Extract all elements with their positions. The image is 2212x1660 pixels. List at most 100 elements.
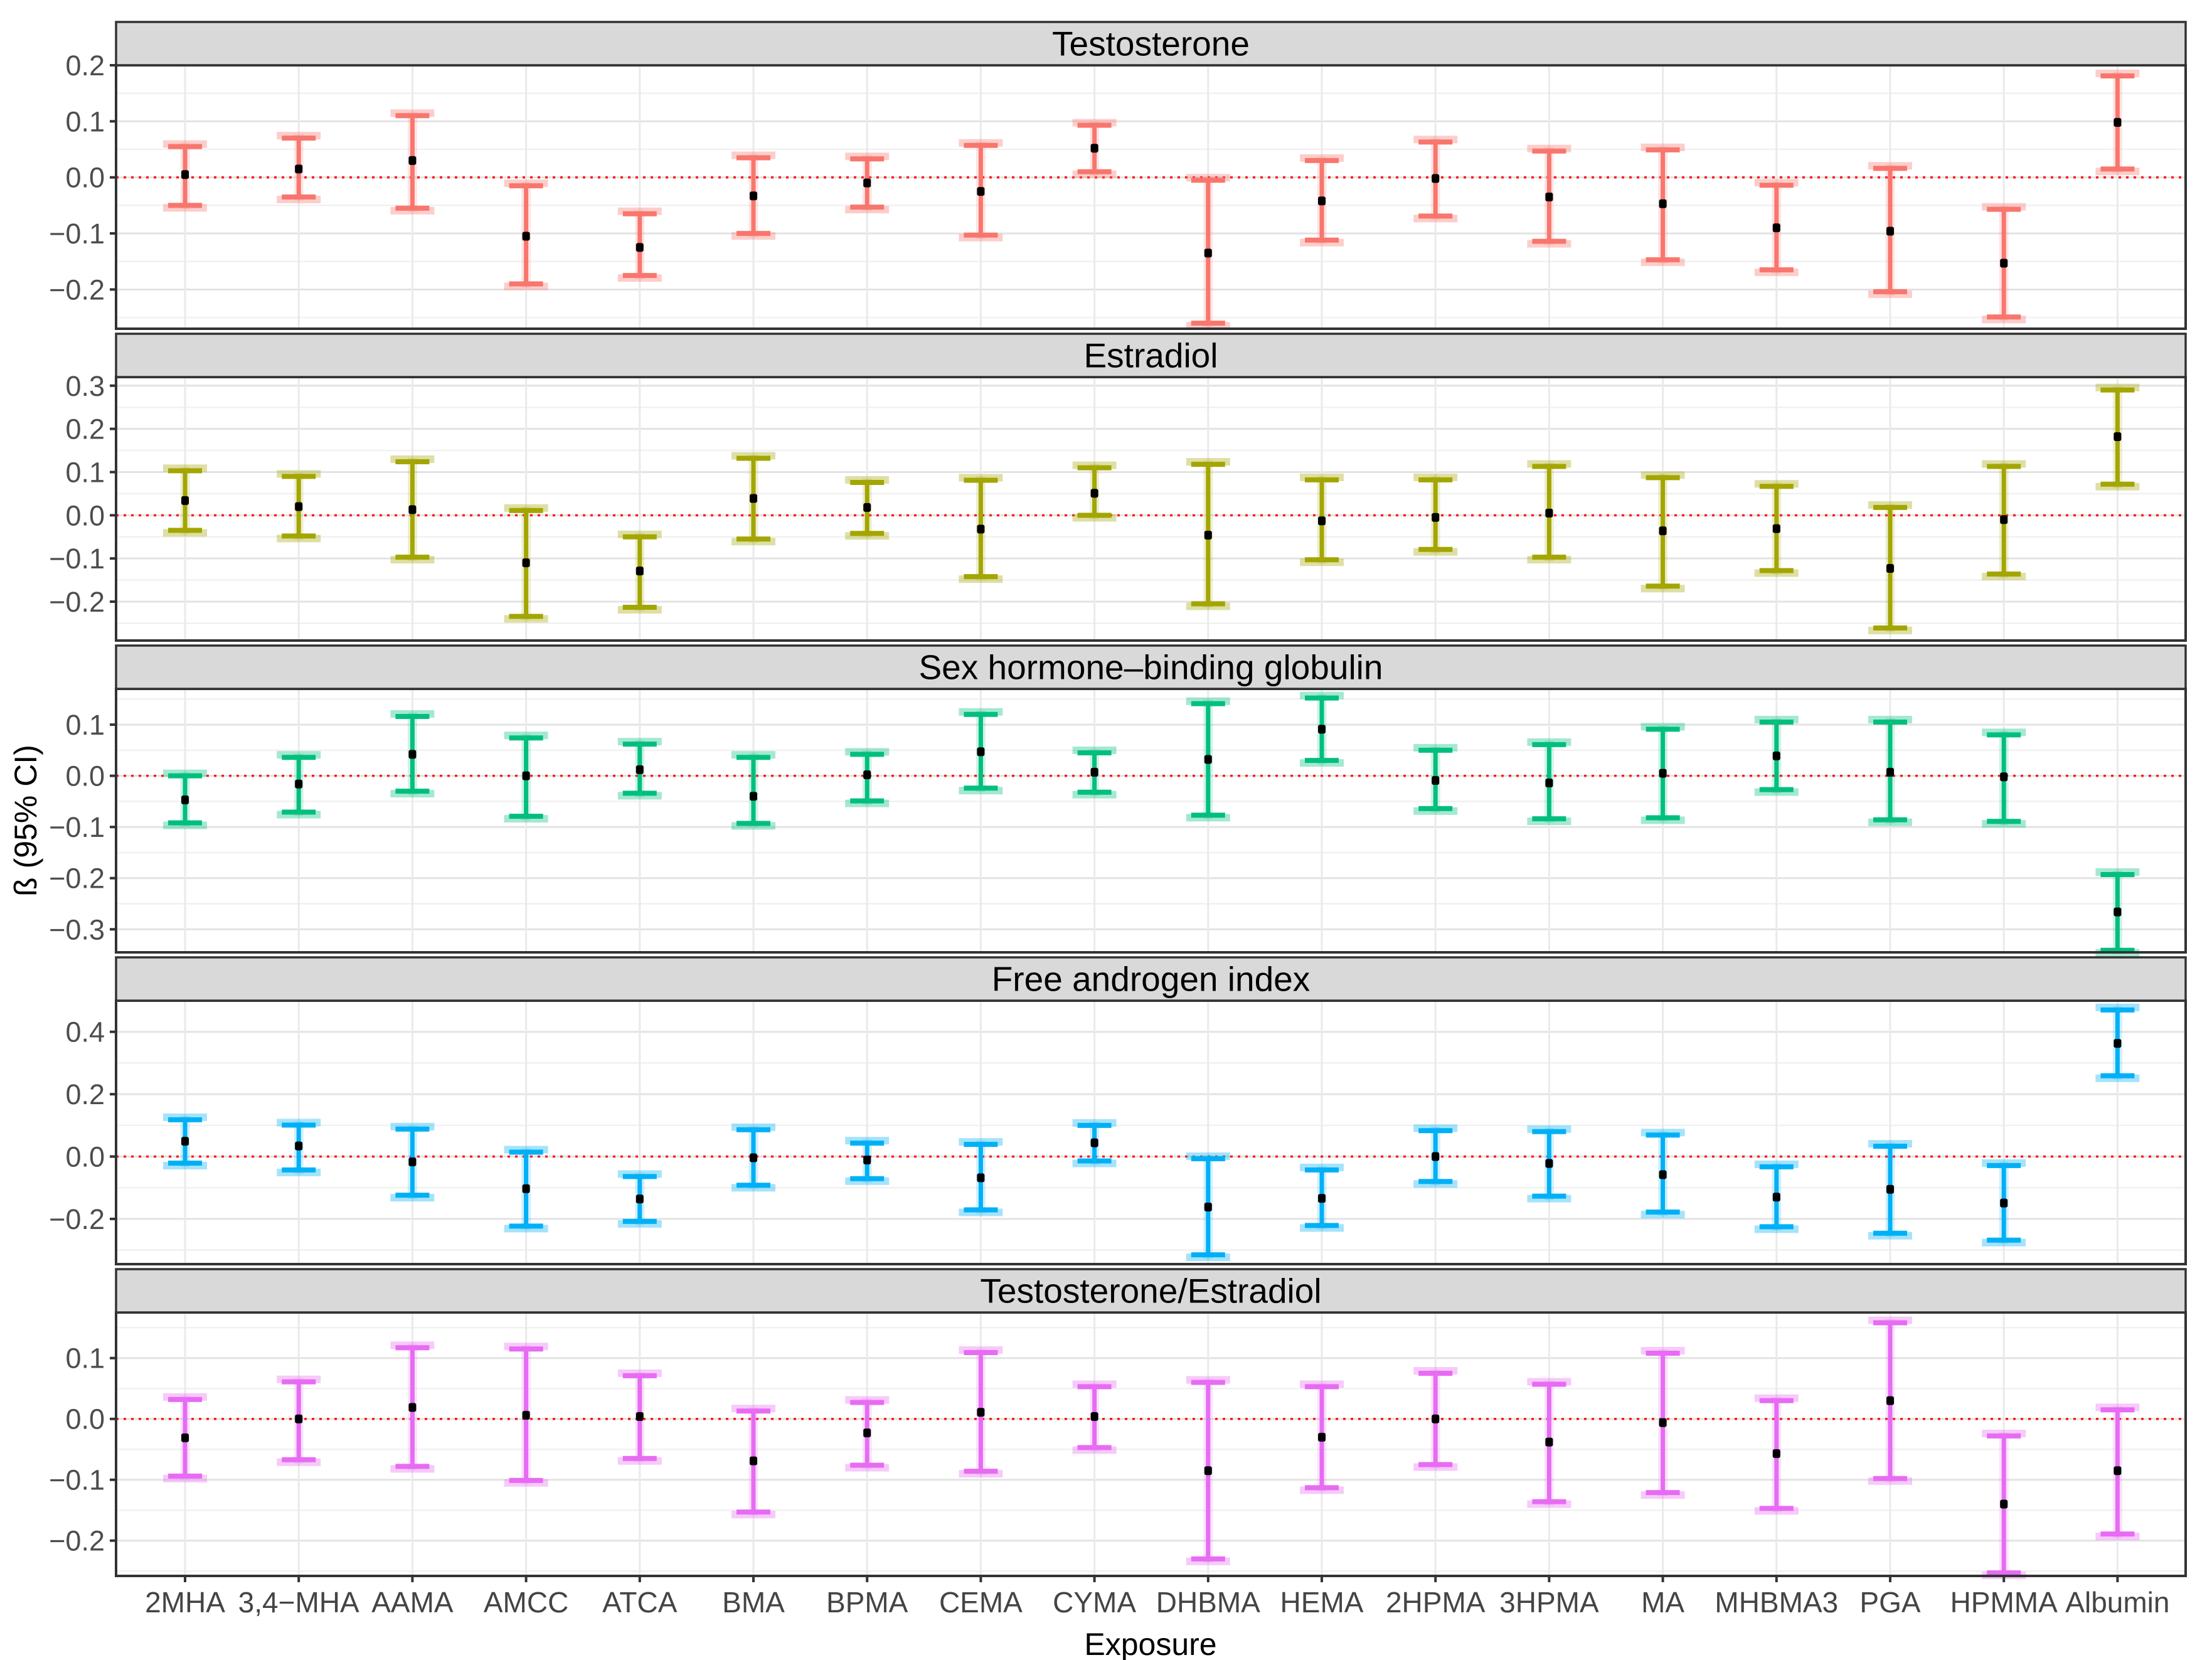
errorbar-Testosterone/Estradiol-CYMA bbox=[1072, 1380, 1117, 1454]
point-estimate bbox=[2114, 118, 2122, 127]
point-estimate bbox=[750, 792, 757, 801]
errorbar-Testosterone-MA bbox=[1640, 143, 1685, 267]
point-estimate bbox=[750, 494, 757, 503]
errorbar-Testosterone-MHBMA3 bbox=[1754, 179, 1799, 277]
errorbar-Free androgen index-3HPMA bbox=[1527, 1125, 1571, 1203]
point-estimate bbox=[2000, 1198, 2008, 1208]
y-tick-label: −0.2 bbox=[49, 586, 105, 618]
errorbar-Testosterone/Estradiol-BPMA bbox=[845, 1396, 890, 1472]
facet-strip-title: Sex hormone–binding globulin bbox=[919, 648, 1383, 687]
errorbar-Estradiol-CEMA bbox=[959, 474, 1003, 583]
y-tick-label: 0.3 bbox=[65, 370, 105, 402]
errorbar-Estradiol-AAMA bbox=[390, 455, 435, 564]
panel-Free androgen index: Free androgen index 0.4 0.2 0.0 −0.2 bbox=[49, 956, 2187, 1265]
errorbar-Testosterone-ATCA bbox=[617, 207, 662, 282]
errorbar-Estradiol-2HPMA bbox=[1413, 473, 1458, 556]
y-tick-label: −0.2 bbox=[49, 863, 105, 895]
errorbar-Free androgen index-AAMA bbox=[390, 1122, 435, 1202]
errorbar-Estradiol-ATCA bbox=[617, 530, 662, 614]
errorbar-Free androgen index-MA bbox=[1640, 1129, 1685, 1218]
point-estimate bbox=[863, 1155, 871, 1164]
errorbar-Sex hormone–binding globulin-MA bbox=[1640, 723, 1685, 824]
x-tick-label: BMA bbox=[722, 1586, 785, 1619]
errorbar-Estradiol-3,4−MHA bbox=[277, 470, 321, 543]
errorbar-Testosterone/Estradiol-AMCC bbox=[504, 1343, 548, 1487]
point-estimate bbox=[977, 1408, 985, 1417]
errorbar-Testosterone-BPMA bbox=[845, 152, 890, 214]
y-tick-label: −0.2 bbox=[49, 1203, 105, 1235]
x-tick-label: MHBMA3 bbox=[1715, 1586, 1838, 1619]
point-estimate bbox=[181, 1433, 189, 1442]
errorbar-Free androgen index-MHBMA3 bbox=[1754, 1160, 1799, 1233]
errorbar-Testosterone-Albumin bbox=[2095, 69, 2140, 176]
y-axis-title: ß (95% CI) bbox=[8, 745, 43, 897]
y-tick-label: 0.0 bbox=[65, 760, 105, 792]
errorbar-Free androgen index-BMA bbox=[731, 1123, 775, 1192]
errorbar-Free androgen index-3,4−MHA bbox=[277, 1119, 321, 1176]
point-estimate bbox=[977, 524, 985, 534]
panel-Testosterone: Testosterone 0.2 0.1 0.0 −0.1 −0.2 bbox=[49, 21, 2187, 330]
point-estimate bbox=[750, 191, 757, 201]
point-estimate bbox=[1886, 226, 1894, 236]
point-estimate bbox=[408, 750, 417, 759]
errorbar-Free androgen index-CEMA bbox=[959, 1138, 1003, 1216]
point-estimate bbox=[863, 178, 871, 188]
point-estimate bbox=[1432, 1414, 1440, 1423]
errorbar-Testosterone-DHBMA bbox=[1186, 174, 1230, 330]
point-estimate bbox=[2114, 1466, 2122, 1476]
errorbar-Sex hormone–binding globulin-HEMA bbox=[1300, 691, 1344, 767]
point-estimate bbox=[1886, 767, 1894, 777]
errorbar-Testosterone-CYMA bbox=[1072, 119, 1117, 178]
facet-strip-title: Testosterone bbox=[1052, 24, 1250, 63]
errorbar-Testosterone-BMA bbox=[731, 151, 775, 240]
errorbar-Sex hormone–binding globulin-PGA bbox=[1868, 716, 1912, 826]
point-estimate bbox=[1204, 1203, 1212, 1212]
panel-background bbox=[116, 1312, 2186, 1576]
x-axis-title: Exposure bbox=[1084, 1627, 1216, 1660]
point-estimate bbox=[1886, 564, 1894, 573]
errorbar-Sex hormone–binding globulin-BMA bbox=[731, 751, 775, 830]
y-tick-label: −0.1 bbox=[49, 1464, 105, 1496]
x-tick-label: ATCA bbox=[602, 1586, 678, 1619]
errorbar-Testosterone-3,4−MHA bbox=[277, 132, 321, 203]
errorbar-Estradiol-BPMA bbox=[845, 476, 890, 540]
errorbar-Estradiol-2MHA bbox=[163, 464, 207, 537]
point-estimate bbox=[522, 231, 530, 241]
panel-Sex hormone–binding globulin: Sex hormone–binding globulin 0.1 0.0 −0.1 −0… bbox=[49, 644, 2187, 957]
point-estimate bbox=[863, 770, 871, 780]
point-estimate bbox=[1659, 1170, 1667, 1179]
point-estimate bbox=[1318, 1194, 1326, 1203]
errorbar-Sex hormone–binding globulin-3HPMA bbox=[1527, 738, 1571, 826]
panel-Testosterone/Estradiol: Testosterone/Estradiol 0.1 0.0 −0.1 −0.2 bbox=[49, 1268, 2187, 1580]
x-tick-label: 2MHA bbox=[145, 1586, 225, 1619]
point-estimate bbox=[1772, 751, 1780, 760]
point-estimate bbox=[1659, 1418, 1667, 1427]
errorbar-Free androgen index-HPMMA bbox=[1982, 1159, 2026, 1247]
errorbar-Estradiol-AMCC bbox=[504, 504, 548, 623]
errorbar-Free androgen index-Albumin bbox=[2095, 1003, 2140, 1082]
point-estimate bbox=[1204, 248, 1212, 258]
errorbar-Estradiol-3HPMA bbox=[1527, 460, 1571, 564]
point-estimate bbox=[1090, 1138, 1098, 1147]
errorbar-Estradiol-BMA bbox=[731, 452, 775, 546]
point-estimate bbox=[1318, 196, 1326, 206]
point-estimate bbox=[408, 1157, 417, 1166]
errorbar-Free androgen index-2HPMA bbox=[1413, 1124, 1458, 1188]
point-estimate bbox=[1432, 775, 1440, 785]
point-estimate bbox=[750, 1456, 757, 1466]
errorbar-Testosterone-3HPMA bbox=[1527, 144, 1571, 248]
point-estimate bbox=[1886, 1184, 1894, 1194]
facet-panels: Testosterone 0.2 0.1 0.0 −0.1 −0.2 Estradiol 0.… bbox=[49, 21, 2187, 1580]
point-estimate bbox=[295, 779, 303, 789]
x-tick-label: DHBMA bbox=[1156, 1586, 1260, 1619]
point-estimate bbox=[1204, 755, 1212, 764]
y-tick-label: 0.2 bbox=[65, 1078, 105, 1110]
y-tick-label: 0.1 bbox=[65, 1343, 105, 1375]
facet-strip bbox=[115, 21, 2187, 67]
point-estimate bbox=[1318, 725, 1326, 734]
point-estimate bbox=[977, 747, 985, 757]
panel-background bbox=[116, 377, 2186, 641]
point-estimate bbox=[295, 1141, 303, 1151]
facet-strip bbox=[115, 956, 2187, 1002]
